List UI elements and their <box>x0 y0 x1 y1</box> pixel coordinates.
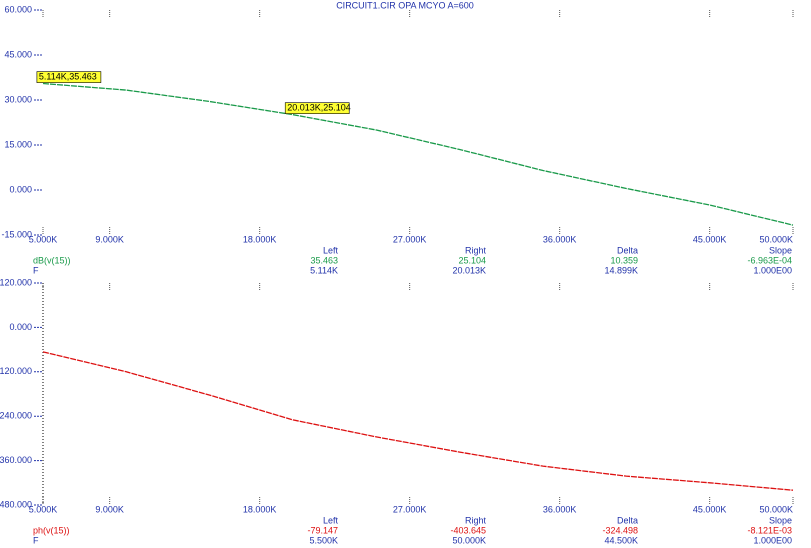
readout-value: 5.114K <box>310 265 338 275</box>
readout-label: F <box>33 265 39 275</box>
readout-value: 1.000E00 <box>753 535 792 545</box>
y-tick-label: -120.000 <box>0 366 32 376</box>
y-tick-label: 45.000 <box>4 49 32 59</box>
y-tick-label: 0.000 <box>9 322 32 332</box>
readout-header: Delta <box>617 515 638 525</box>
cursor-tag-text: 20.013K,25.104 <box>287 103 351 113</box>
readout-value: -403.645 <box>450 525 486 535</box>
y-tick-label: 0.000 <box>9 184 32 194</box>
series-line <box>42 351 794 491</box>
x-tick-label: 36.000K <box>543 234 577 244</box>
readout-value: 20.013K <box>452 265 486 275</box>
readout-header: Left <box>323 515 339 525</box>
readout-value: 1.000E00 <box>753 265 792 275</box>
x-tick-label: 9.000K <box>95 234 124 244</box>
x-tick-label: 50.000K <box>759 504 793 514</box>
x-tick-label: 9.000K <box>95 504 124 514</box>
readout-value: 35.463 <box>310 255 338 265</box>
readout-label: ph(v(15)) <box>33 525 70 535</box>
readout-value: -324.498 <box>602 525 638 535</box>
cursor-tag-text: 5.114K,35.463 <box>39 71 97 81</box>
readout-value: 5.500K <box>309 535 338 545</box>
x-tick-label: 27.000K <box>393 504 427 514</box>
cursor-tag <box>284 102 350 114</box>
x-tick-label: 18.000K <box>243 234 277 244</box>
y-tick-label: -480.000 <box>0 499 32 509</box>
readout-value: 10.359 <box>610 255 638 265</box>
y-tick-label: 60.000 <box>4 4 32 14</box>
plot-title: CIRCUIT1.CIR OPA MCYO A=600 <box>336 0 474 10</box>
x-tick-label: 50.000K <box>759 234 793 244</box>
y-tick-label: 120.000 <box>0 277 32 287</box>
readout-value: -79.147 <box>307 525 338 535</box>
y-tick-label: -360.000 <box>0 455 32 465</box>
x-tick-label: 5.000K <box>29 504 58 514</box>
y-tick-label: -240.000 <box>0 411 32 421</box>
readout-header: Slope <box>769 515 792 525</box>
x-tick-label: 27.000K <box>393 234 427 244</box>
readout-header: Slope <box>769 245 792 255</box>
readout-label: F <box>33 535 39 545</box>
readout-header: Left <box>323 245 339 255</box>
y-tick-label: 15.000 <box>4 139 32 149</box>
readout-header: Right <box>465 245 487 255</box>
series-line <box>42 82 794 226</box>
readout-header: Delta <box>617 245 638 255</box>
readout-value: 14.899K <box>604 265 638 275</box>
readout-value: -8.121E-03 <box>747 525 792 535</box>
x-tick-label: 45.000K <box>693 504 727 514</box>
y-tick-label: 30.000 <box>4 94 32 104</box>
readout-value: -6.963E-04 <box>747 255 792 265</box>
cursor-tag <box>36 71 102 83</box>
x-tick-label: 18.000K <box>243 504 277 514</box>
y-tick-label: -15.000 <box>1 229 32 239</box>
readout-value: 25.104 <box>458 255 486 265</box>
x-tick-label: 36.000K <box>543 504 577 514</box>
x-tick-label: 5.000K <box>29 234 58 244</box>
readout-value: 50.000K <box>452 535 486 545</box>
readout-value: 44.500K <box>604 535 638 545</box>
x-tick-label: 45.000K <box>693 234 727 244</box>
readout-label: dB(v(15)) <box>33 255 71 265</box>
readout-header: Right <box>465 515 487 525</box>
